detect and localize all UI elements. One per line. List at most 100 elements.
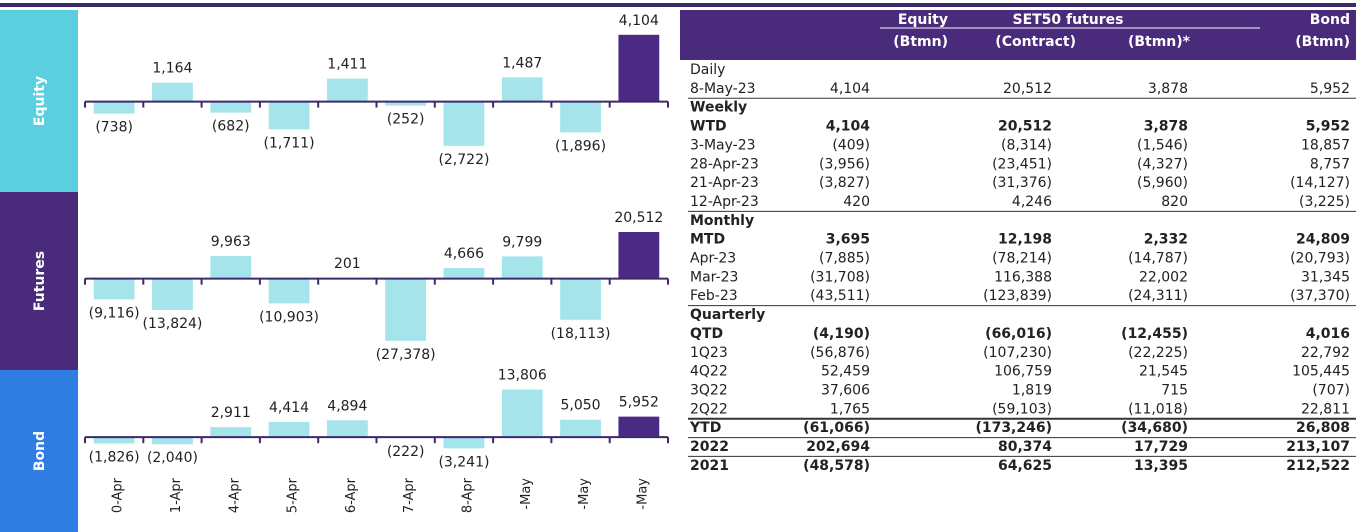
bar [560,101,601,133]
bar [210,427,252,438]
bar [501,389,543,438]
bar [152,82,193,102]
table-cell: 3,878 [1148,81,1188,97]
bar [152,437,193,445]
row-label: 2021 [690,458,729,474]
table-cell: 12,198 [998,232,1052,248]
row-label: 2Q22 [690,401,728,417]
table-cell: (20,793) [1290,251,1350,267]
table-cell: (34,680) [1121,420,1188,436]
data-label: (1,711) [264,135,315,151]
bar [443,101,485,146]
row-label: 8-May-23 [690,81,756,97]
data-label: (252) [387,112,425,128]
x-tick-label: 4-Apr [227,477,242,513]
table-cell: 213,107 [1286,439,1350,455]
table-cell: (31,708) [810,269,870,285]
row-label: Apr-23 [690,251,736,267]
table-cell: 22,811 [1301,401,1350,417]
table-cell: 212,522 [1286,458,1350,474]
side-label: Equity [32,76,48,126]
data-label: 201 [334,256,361,272]
bar [618,416,660,438]
data-label: (13,824) [142,316,202,332]
bar [268,421,310,438]
row-label: Monthly [690,213,754,229]
table-cell: (31,376) [992,175,1052,191]
side-band [0,370,78,532]
data-label: 4,104 [619,13,659,29]
table-cell: 18,857 [1301,137,1350,153]
bar [326,420,368,438]
bar [501,77,543,102]
table-cell: 24,809 [1296,232,1350,248]
x-tick-label: -May [519,478,534,510]
row-label: 1Q23 [690,345,728,361]
table-cell: (7,885) [819,251,870,267]
table-cell: 37,606 [821,382,870,398]
x-tick-label: 5-Apr [286,477,301,513]
x-tick-label: 0-Apr [111,477,126,513]
table-cell: 21,545 [1139,364,1188,380]
data-label: (27,378) [376,347,436,363]
table-cell: (4,327) [1137,156,1188,172]
table-cell: (43,511) [810,288,870,304]
row-label: Daily [690,62,725,78]
data-label: (682) [212,119,250,135]
table-cell: 22,002 [1139,269,1188,285]
row-label: 12-Apr-23 [690,194,759,210]
data-label: (738) [95,120,133,136]
table-cell: (66,016) [985,326,1052,342]
data-label: 1,411 [327,57,367,73]
table-cell: 22,792 [1301,345,1350,361]
data-label: 2,911 [211,405,251,421]
table-cell: (4,190) [813,326,870,342]
row-label: 3Q22 [690,382,728,398]
table-cell: 4,104 [830,81,870,97]
data-label: 5,952 [619,395,659,411]
table-cell: (3,956) [819,156,870,172]
bar [268,101,310,130]
x-tick-label: 8-Apr [460,477,475,513]
row-label: 3-May-23 [690,137,756,153]
data-label: (1,896) [555,138,606,154]
data-label: 13,806 [498,367,547,383]
table-cell: (173,246) [975,420,1052,436]
row-label: 21-Apr-23 [690,175,759,191]
table-header-bg [680,10,1356,60]
table-cell: 820 [1161,194,1188,210]
bar [385,101,427,106]
row-label: 4Q22 [690,364,728,380]
table-cell: (22,225) [1128,345,1188,361]
table-cell: 31,345 [1301,269,1350,285]
data-label: (3,241) [438,454,489,470]
table-cell: (24,311) [1128,288,1188,304]
table-header: SET50 futures [1012,12,1123,28]
data-label: (18,113) [551,326,611,342]
table-cell: 4,246 [1012,194,1052,210]
table-cell: 202,694 [806,439,870,455]
table-cell: 420 [843,194,870,210]
table-cell: 3,878 [1144,119,1188,135]
table-cell: (5,960) [1137,175,1188,191]
bar [326,78,368,102]
table-cell: (107,230) [983,345,1052,361]
bar [501,256,543,279]
table-cell: (59,103) [992,401,1052,417]
bar [152,278,193,311]
table-cell: (37,370) [1290,288,1350,304]
table-header-unit: (Btmn) [1295,34,1350,50]
table-cell: 26,808 [1296,420,1350,436]
table-cell: (78,214) [992,251,1052,267]
row-label: YTD [689,420,721,436]
bar [93,437,135,444]
table-cell: 116,388 [994,269,1052,285]
table-cell: (23,451) [992,156,1052,172]
table-header-unit: (Contract) [995,34,1076,50]
table-cell: 4,104 [826,119,871,135]
table-cell: (14,127) [1290,175,1350,191]
top-rule [0,3,1356,7]
table-cell: 17,729 [1134,439,1188,455]
table-cell: 5,952 [1306,119,1350,135]
table-cell: (11,018) [1128,401,1188,417]
